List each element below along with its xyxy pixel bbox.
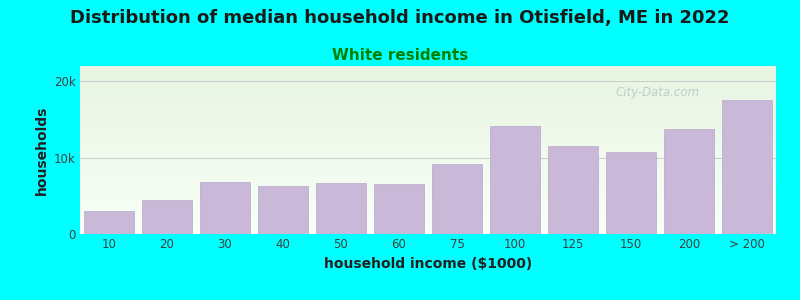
- Bar: [258, 186, 308, 234]
- Bar: [722, 100, 772, 234]
- Bar: [200, 182, 250, 234]
- Bar: [84, 211, 134, 234]
- Text: City-Data.com: City-Data.com: [616, 86, 700, 99]
- Y-axis label: households: households: [34, 105, 49, 195]
- Bar: [548, 146, 598, 234]
- Bar: [490, 126, 540, 234]
- X-axis label: household income ($1000): household income ($1000): [324, 257, 532, 271]
- Text: Distribution of median household income in Otisfield, ME in 2022: Distribution of median household income …: [70, 9, 730, 27]
- Bar: [374, 184, 424, 234]
- Bar: [606, 152, 656, 234]
- Bar: [142, 200, 192, 234]
- Bar: [316, 183, 366, 234]
- Text: White residents: White residents: [332, 48, 468, 63]
- Bar: [432, 164, 482, 234]
- Bar: [664, 129, 714, 234]
